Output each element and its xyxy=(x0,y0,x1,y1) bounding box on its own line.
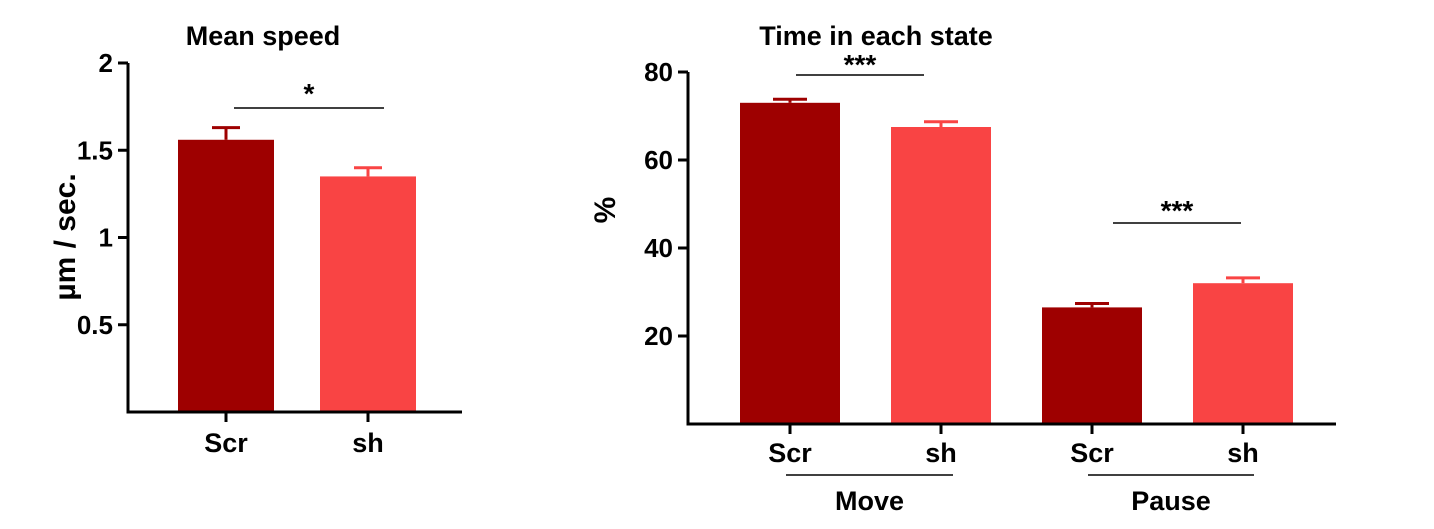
bar xyxy=(320,176,416,412)
y-axis-label: % xyxy=(589,197,622,224)
mean-speed-chart: Mean speed µm / sec. 0.5 1 1.5 2 Scr sh * xyxy=(49,21,462,458)
y-tick-label: 40 xyxy=(644,233,673,263)
y-tick-label: 80 xyxy=(644,57,673,87)
y-tick-label: 20 xyxy=(644,321,673,351)
chart-title: Mean speed xyxy=(186,21,341,51)
bar xyxy=(1193,283,1293,424)
x-tick-label: sh xyxy=(1227,438,1259,468)
x-tick-label: Scr xyxy=(1070,438,1114,468)
bar xyxy=(178,139,274,412)
bar xyxy=(1042,307,1142,424)
y-tick-label: 0.5 xyxy=(77,310,113,340)
y-tick-label: 60 xyxy=(644,145,673,175)
group-label: Pause xyxy=(1131,486,1211,516)
significance-label: *** xyxy=(844,49,877,80)
x-tick-label: sh xyxy=(925,438,957,468)
x-tick-label: sh xyxy=(352,428,384,458)
bar xyxy=(891,127,991,424)
y-tick-label: 2 xyxy=(99,48,113,78)
group-label: Move xyxy=(835,486,904,516)
y-tick-label: 1.5 xyxy=(77,135,113,165)
chart-title: Time in each state xyxy=(759,21,993,51)
y-axis-label: µm / sec. xyxy=(49,173,82,300)
y-tick-label: 1 xyxy=(99,223,113,253)
x-tick-label: Scr xyxy=(204,428,248,458)
x-tick-label: Scr xyxy=(768,438,812,468)
significance-label: * xyxy=(304,78,315,109)
time-in-state-chart: Time in each state % 20 40 60 80 Scr sh Scr sh *… xyxy=(589,21,1336,516)
significance-label: *** xyxy=(1161,195,1194,226)
bar xyxy=(740,102,840,425)
